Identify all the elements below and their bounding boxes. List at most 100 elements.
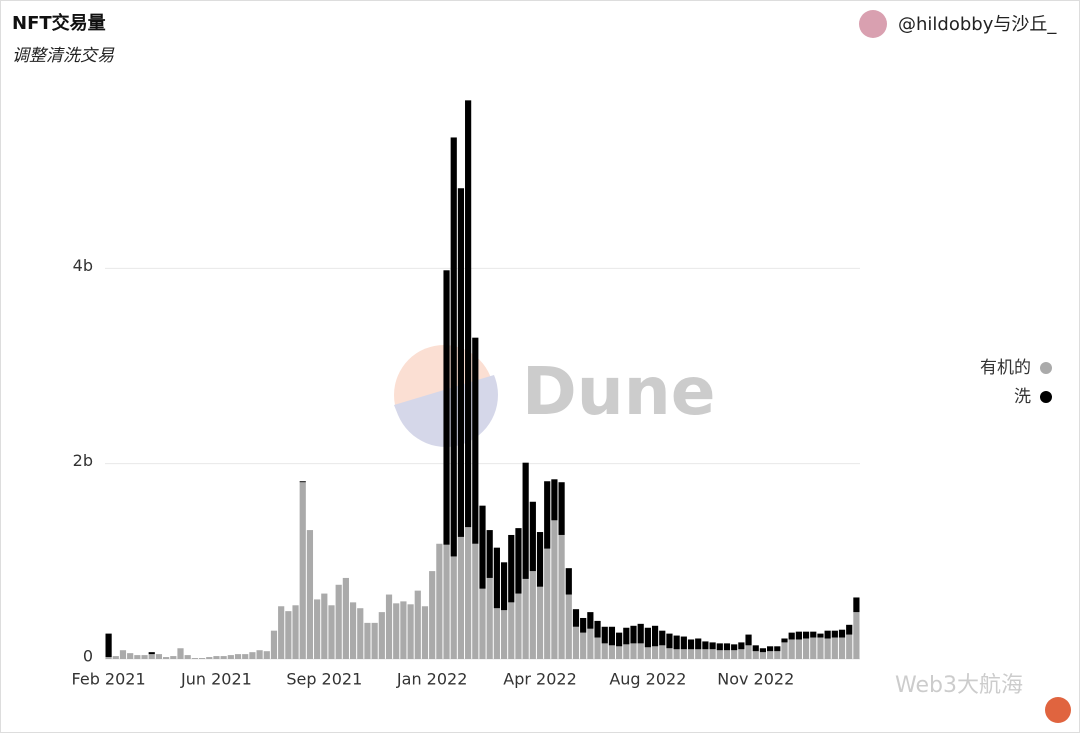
bar-segment	[270, 630, 278, 659]
bar-segment	[702, 641, 709, 650]
bar-segment	[522, 462, 529, 579]
bar-segment	[500, 610, 508, 659]
bar-segment	[709, 642, 716, 650]
bar-segment	[723, 643, 731, 651]
y-tick-label: 0	[83, 647, 93, 666]
bar-segment	[450, 137, 457, 557]
bar-segment	[637, 623, 644, 644]
bar-segment	[321, 593, 328, 659]
bar-segment	[198, 658, 206, 659]
bar-segment	[802, 638, 810, 659]
bar-segment	[522, 578, 529, 659]
bar-segment	[651, 646, 659, 659]
bar-segment	[774, 651, 781, 659]
bar-segment	[802, 631, 810, 639]
bar-segment	[680, 636, 687, 650]
bar-segment	[759, 648, 767, 653]
bar-segment	[206, 657, 213, 659]
bar-segment	[795, 631, 802, 640]
bar-segment	[371, 622, 378, 659]
bar-segment	[716, 643, 723, 651]
bar-segment	[673, 649, 680, 659]
bar-segment	[292, 605, 299, 659]
bar-segment	[544, 548, 551, 659]
bar-segment	[644, 627, 651, 648]
bar-segment	[788, 632, 795, 640]
bar-segment	[306, 530, 314, 659]
bar-segment	[853, 612, 860, 659]
bar-segment	[608, 626, 616, 646]
bar-segment	[127, 653, 134, 659]
bar-segment	[616, 632, 623, 647]
bar-segment	[493, 608, 500, 659]
bar-segment	[659, 645, 666, 659]
y-tick-label: 4b	[73, 256, 93, 275]
bar-segment	[817, 637, 824, 659]
bar-segment	[213, 656, 220, 659]
x-tick-label: Jan 2022	[396, 670, 467, 689]
bar-segment	[191, 658, 198, 659]
bar-segment	[846, 624, 853, 635]
bar-segment	[810, 637, 817, 659]
bar-segment	[493, 547, 500, 609]
bar-segment	[436, 543, 443, 659]
bar-segment	[824, 630, 831, 639]
bar-segment	[565, 568, 572, 595]
bar-segment	[673, 635, 680, 650]
source-watermark: Web3大航海	[895, 673, 1023, 698]
bar-segment	[565, 594, 572, 659]
bar-segment	[515, 593, 522, 659]
bar-segment	[400, 601, 407, 659]
x-tick-label: Aug 2022	[609, 670, 686, 689]
bar-segment	[558, 534, 565, 659]
bar-segment	[536, 532, 544, 587]
bar-segment	[328, 605, 335, 659]
bar-segment	[723, 650, 731, 659]
corner-logo	[1045, 697, 1071, 723]
x-tick-label: Feb 2021	[72, 670, 146, 689]
bar-segment	[443, 270, 450, 545]
bar-segment	[781, 638, 788, 643]
bar-segment	[342, 577, 349, 659]
bar-segment	[687, 639, 695, 650]
bar-segment	[824, 638, 831, 659]
bar-segment	[810, 631, 817, 638]
bar-segment	[572, 609, 580, 627]
bar-segment	[393, 603, 400, 659]
bar-segment	[508, 534, 515, 603]
bar-segment	[580, 617, 587, 633]
bar-segment	[529, 571, 536, 659]
bar-segment	[601, 643, 608, 659]
bar-segment	[623, 644, 630, 659]
bar-segment	[745, 645, 752, 659]
bar-segment	[465, 100, 472, 528]
bar-segment	[299, 481, 306, 483]
bar-segment	[623, 627, 630, 645]
bar-segment	[702, 649, 709, 659]
chart-title: NFT交易量	[12, 12, 106, 34]
bar-segment	[716, 650, 723, 659]
bar-segment	[242, 654, 249, 659]
bar-segment	[601, 626, 608, 644]
bar-segment	[457, 188, 465, 537]
bar-segment	[450, 556, 457, 659]
bar-segment	[263, 651, 270, 659]
legend-label: 洗	[1014, 387, 1031, 407]
bar-segment	[536, 586, 544, 659]
bar-segment	[616, 646, 623, 659]
bar-segment	[472, 543, 479, 659]
bar-segment	[572, 626, 580, 659]
bar-segment	[148, 654, 155, 659]
author-avatar	[859, 10, 887, 38]
bar-segment	[364, 622, 371, 659]
bar-segment	[335, 584, 342, 659]
bar-segment	[752, 651, 759, 659]
bar-segment	[314, 599, 321, 659]
bar-segment	[738, 649, 745, 659]
bar-segment	[774, 646, 781, 652]
bar-segment	[594, 637, 601, 659]
bar-segment	[170, 656, 177, 659]
bar-segment	[551, 479, 558, 521]
bar-segment	[465, 527, 472, 659]
